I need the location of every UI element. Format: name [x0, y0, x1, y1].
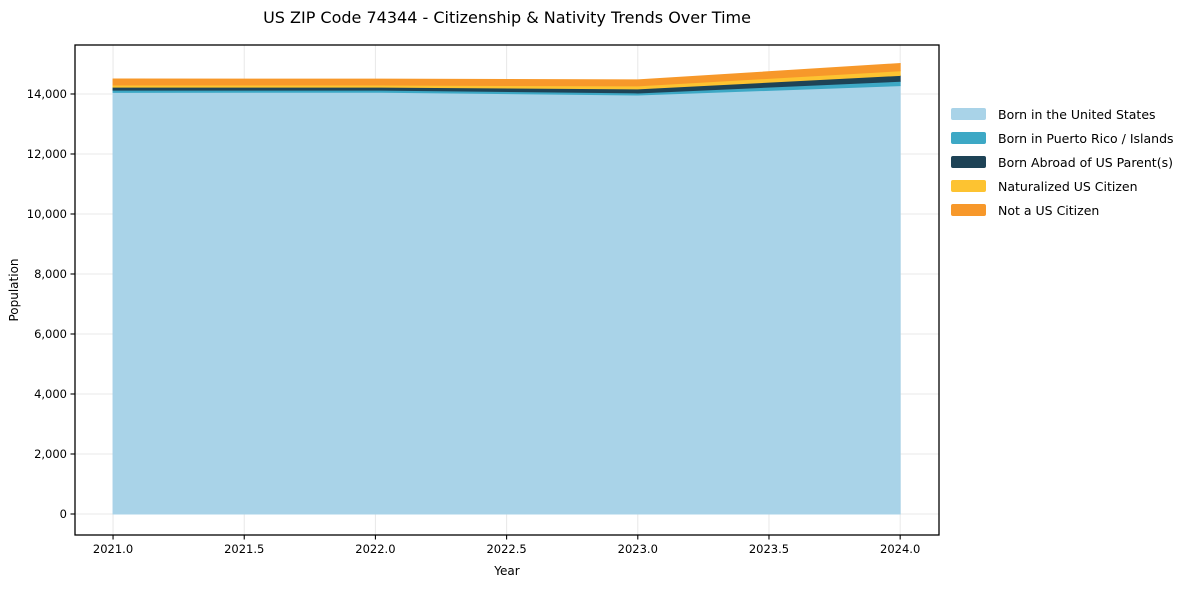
legend-label: Born in the United States [998, 106, 1156, 122]
legend-swatch [951, 180, 986, 192]
legend-entry-not-a-us-citizen: Not a US Citizen [951, 198, 1174, 222]
chart-title: US ZIP Code 74344 - Citizenship & Nativi… [263, 8, 751, 27]
legend-label: Not a US Citizen [998, 202, 1100, 218]
legend-label: Born Abroad of US Parent(s) [998, 154, 1173, 170]
legend: Born in the United States Born in Puerto … [951, 102, 1174, 222]
area-born-in-the-united-states [112, 85, 901, 515]
area-not-a-us-citizen [112, 63, 901, 87]
legend-swatch [951, 204, 986, 216]
legend-label: Born in Puerto Rico / Islands [998, 130, 1174, 146]
y-axis-label: Population [7, 258, 21, 322]
x-axis-label: Year [494, 564, 520, 578]
legend-swatch [951, 108, 986, 120]
legend-entry-born-in-the-united-states: Born in the United States [951, 102, 1174, 126]
legend-entry-born-abroad-of-us-parent-s: Born Abroad of US Parent(s) [951, 150, 1174, 174]
legend-entry-born-in-puerto-rico-islands: Born in Puerto Rico / Islands [951, 126, 1174, 150]
legend-entry-naturalized-us-citizen: Naturalized US Citizen [951, 174, 1174, 198]
legend-label: Naturalized US Citizen [998, 178, 1138, 194]
legend-swatch [951, 132, 986, 144]
legend-swatch [951, 156, 986, 168]
